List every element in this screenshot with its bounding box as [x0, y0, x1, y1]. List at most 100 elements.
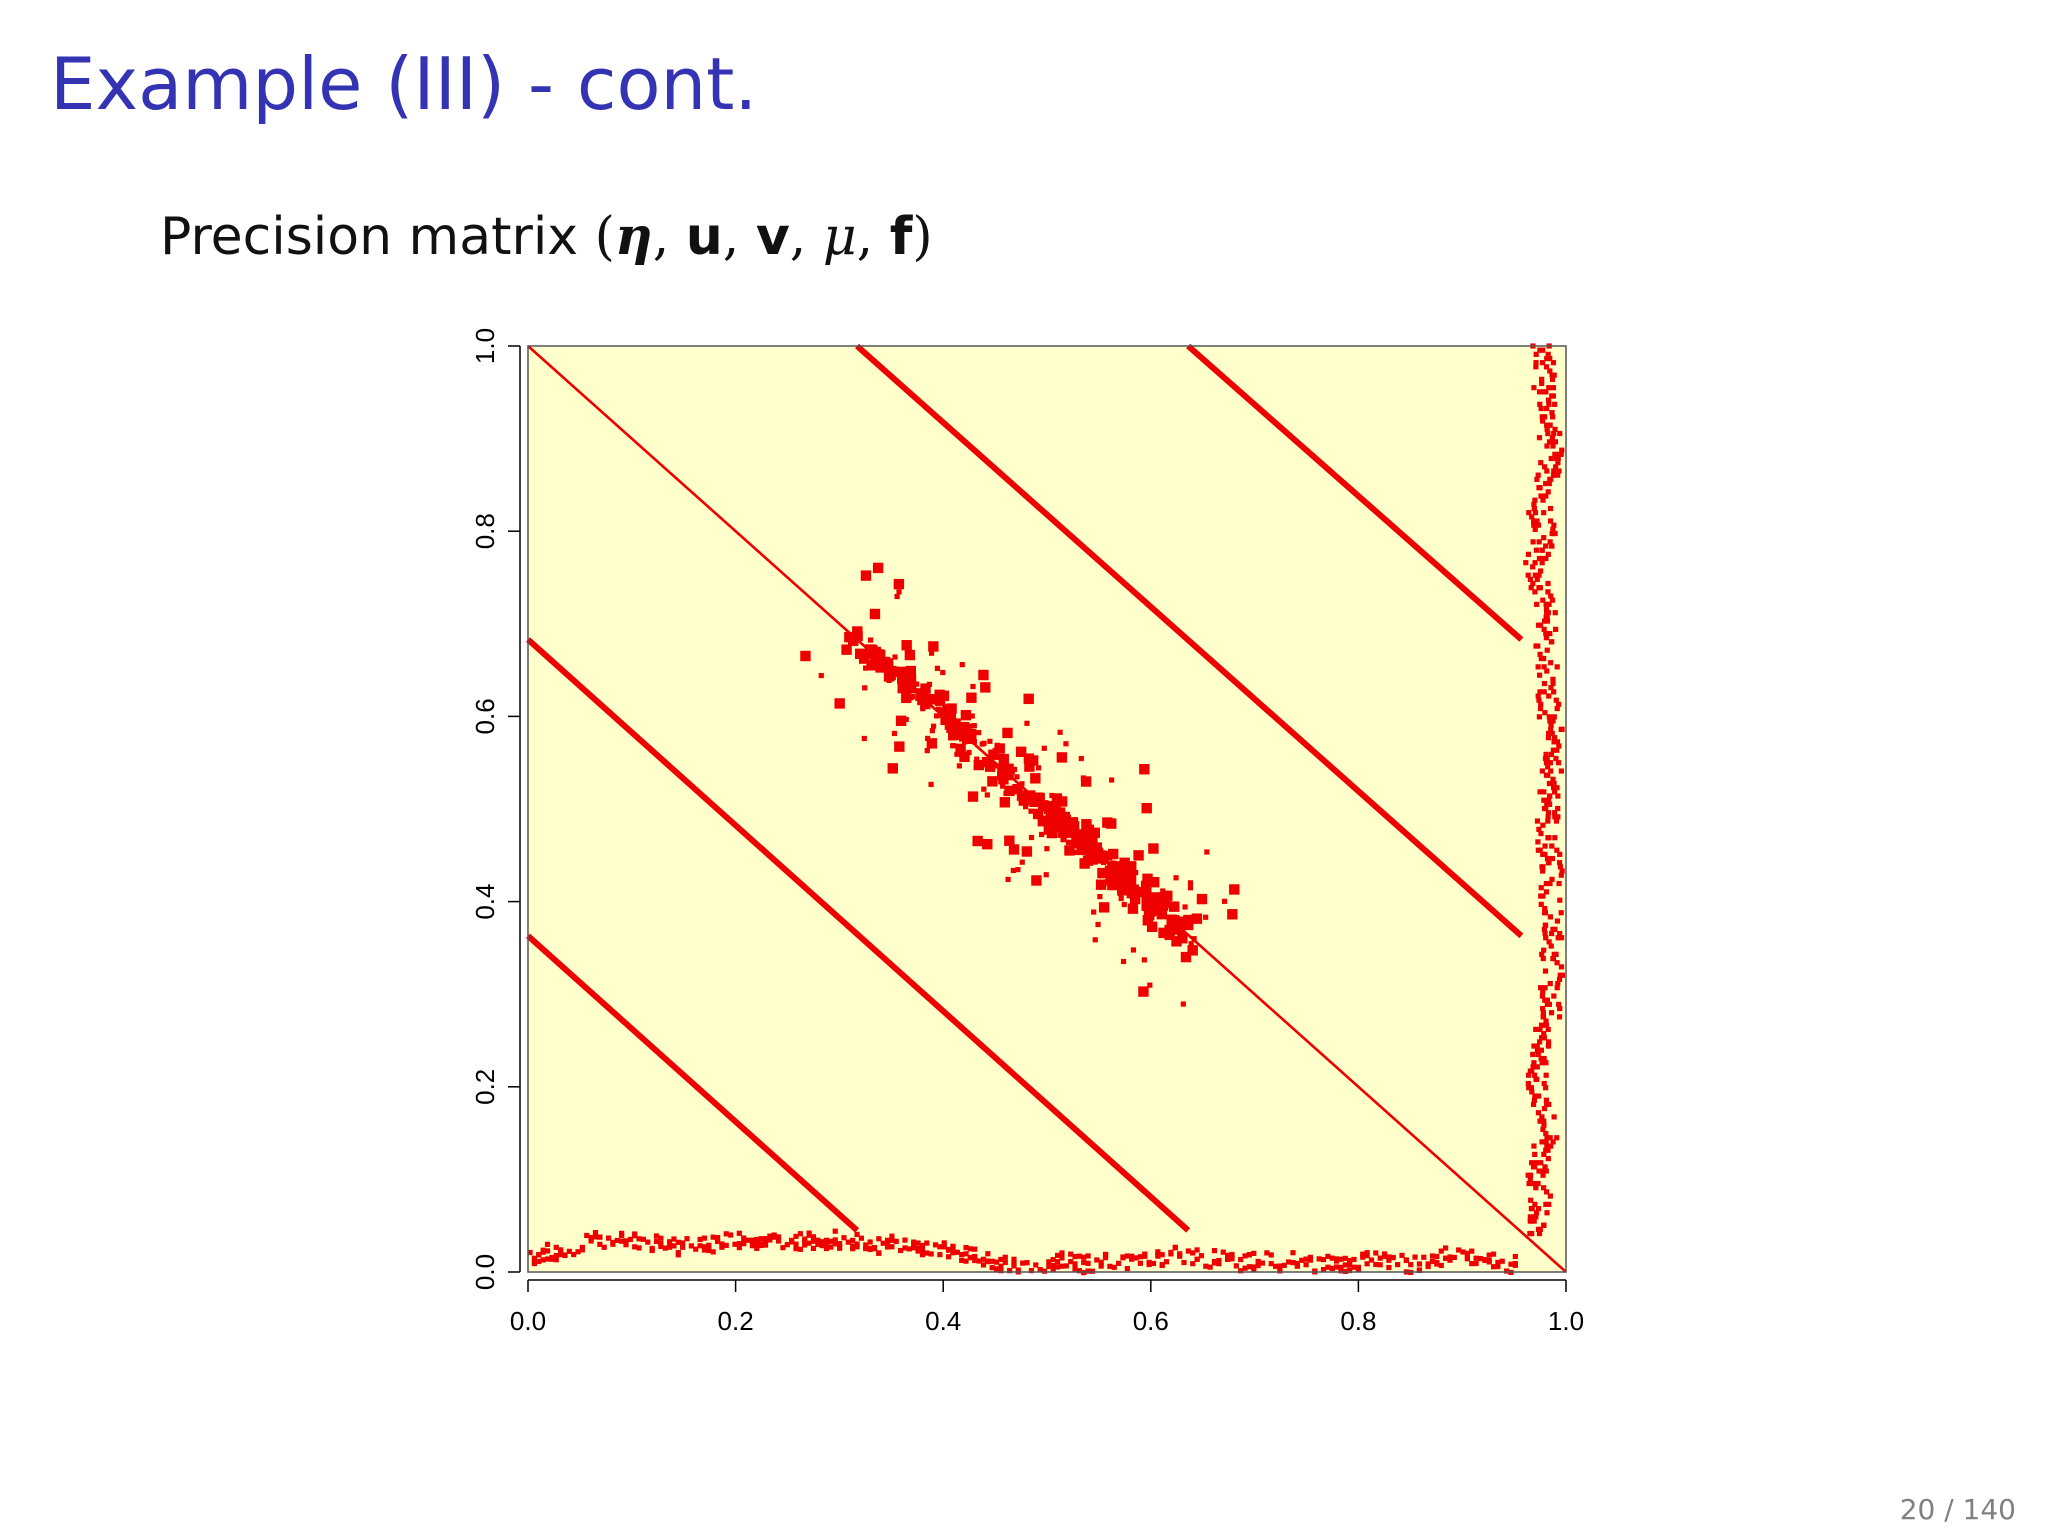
matrix-cell	[754, 1245, 760, 1251]
matrix-cell	[736, 1241, 742, 1247]
matrix-cell	[1545, 814, 1551, 820]
matrix-cell	[832, 1228, 838, 1234]
matrix-block	[997, 763, 1014, 781]
matrix-cell	[1081, 1254, 1087, 1260]
matrix-cell	[901, 640, 912, 651]
matrix-cell	[1538, 405, 1544, 412]
y-tick-label: 0.4	[470, 884, 500, 920]
matrix-cell	[1041, 1268, 1048, 1274]
diagonal-band-lower-band-1	[525, 637, 1191, 1233]
matrix-cell	[1216, 1261, 1222, 1267]
matrix-cell	[1242, 1265, 1248, 1271]
matrix-cell	[1290, 1260, 1296, 1266]
matrix-cell	[999, 797, 1011, 808]
matrix-cell	[914, 681, 920, 687]
matrix-cell	[1539, 547, 1545, 553]
matrix-cell	[893, 578, 905, 590]
matrix-cell	[1543, 889, 1550, 895]
matrix-cell	[1539, 768, 1545, 774]
matrix-cell	[950, 1245, 956, 1251]
matrix-cell	[1246, 1252, 1253, 1258]
matrix-cell	[1118, 895, 1124, 902]
matrix-cell	[1536, 389, 1543, 395]
matrix-cell	[1068, 1259, 1074, 1265]
matrix-cell	[1548, 685, 1554, 691]
matrix-cell	[1011, 1263, 1017, 1269]
matrix-cell	[1014, 774, 1020, 780]
matrix-cell	[1543, 555, 1549, 562]
matrix-cell	[562, 1252, 568, 1258]
subtitle-mu: μ	[822, 207, 857, 267]
matrix-cell	[706, 1242, 712, 1248]
matrix-cell	[1544, 668, 1550, 674]
matrix-cell	[1548, 751, 1555, 757]
matrix-cell	[1334, 1256, 1340, 1262]
matrix-cell	[1342, 1255, 1348, 1261]
matrix-cell	[819, 1239, 825, 1245]
matrix-cell	[1548, 593, 1554, 599]
matrix-cell	[934, 689, 945, 700]
matrix-cell	[1102, 880, 1108, 886]
matrix-cell	[789, 1239, 795, 1245]
matrix-cell	[1024, 720, 1030, 726]
matrix-cell	[1551, 430, 1557, 437]
matrix-cell	[1545, 610, 1551, 616]
matrix-cell	[1386, 1254, 1392, 1260]
matrix-cell	[1044, 846, 1050, 852]
matrix-cell	[1077, 844, 1088, 856]
matrix-cell	[1043, 815, 1055, 827]
matrix-cell	[1528, 1197, 1534, 1203]
matrix-cell	[1421, 1254, 1427, 1260]
matrix-cell	[749, 1243, 756, 1249]
matrix-cell	[732, 1241, 738, 1247]
matrix-cell	[1540, 822, 1546, 828]
matrix-cell	[706, 1247, 712, 1254]
matrix-cell	[1539, 560, 1545, 566]
matrix-cell	[1008, 844, 1020, 855]
matrix-cell	[1182, 935, 1188, 941]
matrix-cell	[557, 1247, 564, 1253]
matrix-cell	[1360, 1254, 1366, 1260]
matrix-cell	[965, 728, 977, 740]
matrix-cell	[1546, 730, 1552, 737]
matrix-cell	[1548, 768, 1554, 774]
matrix-cell	[1143, 909, 1155, 921]
diagonal-band-lower-band-2	[525, 933, 860, 1233]
matrix-cell	[1547, 630, 1553, 637]
matrix-cell	[1054, 810, 1060, 816]
matrix-cell	[981, 757, 993, 768]
matrix-cell	[1386, 1264, 1392, 1271]
matrix-cell	[1338, 1264, 1344, 1270]
matrix-cell	[1543, 772, 1550, 778]
matrix-cell	[736, 1245, 742, 1251]
matrix-cell	[828, 1238, 834, 1244]
matrix-cell	[1543, 1018, 1549, 1024]
matrix-cell	[693, 1246, 699, 1252]
matrix-cell	[989, 1258, 995, 1264]
matrix-cell	[1075, 829, 1087, 840]
matrix-cell	[894, 593, 900, 600]
matrix-cell	[1545, 764, 1551, 770]
matrix-cell	[1543, 1139, 1549, 1145]
matrix-cell	[1542, 464, 1548, 470]
matrix-cell	[915, 1245, 921, 1252]
matrix-cell	[553, 1244, 559, 1250]
matrix-cell	[1547, 980, 1553, 987]
matrix-cell	[1531, 1218, 1537, 1224]
matrix-cell	[1527, 576, 1534, 582]
y-tick-label: 0.6	[470, 698, 500, 734]
x-tick-label: 0.4	[925, 1306, 961, 1336]
matrix-cell	[1002, 1259, 1008, 1266]
matrix-cell	[895, 715, 907, 726]
matrix-cell	[1538, 460, 1544, 466]
matrix-cell	[1529, 514, 1535, 520]
matrix-cell	[1541, 1035, 1547, 1041]
matrix-cell	[1543, 1022, 1549, 1028]
matrix-cell	[1535, 693, 1541, 699]
diagonal-band-upper-band-2	[1186, 343, 1524, 642]
matrix-cell	[1530, 1064, 1536, 1070]
matrix-cell	[1011, 1260, 1017, 1266]
matrix-cell	[966, 692, 977, 703]
matrix-cell	[1106, 818, 1117, 829]
matrix-cell	[1137, 891, 1143, 897]
